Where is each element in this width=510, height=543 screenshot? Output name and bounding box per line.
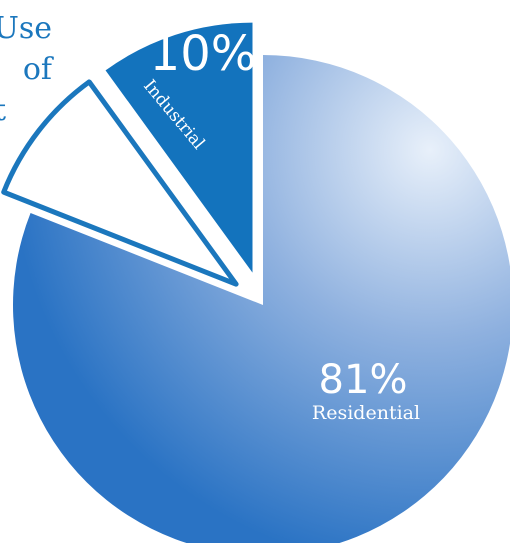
- value-label-residential: 81%: [319, 357, 408, 403]
- slice-industrial: [105, 22, 253, 273]
- chart-title: Use of t: [0, 11, 54, 128]
- title-line-3: t: [0, 93, 6, 128]
- title-line-1: Use: [0, 11, 52, 46]
- label-residential: 81%Residential: [312, 357, 420, 424]
- pie-slices: [1, 22, 510, 543]
- value-label-commercial: 9%: [51, 119, 124, 173]
- slice-residential: [13, 55, 510, 543]
- category-label-residential: Residential: [312, 402, 420, 424]
- value-label-industrial: 10%: [150, 26, 257, 82]
- title-line-2: of: [23, 52, 54, 87]
- slice-commercial: [1, 79, 239, 287]
